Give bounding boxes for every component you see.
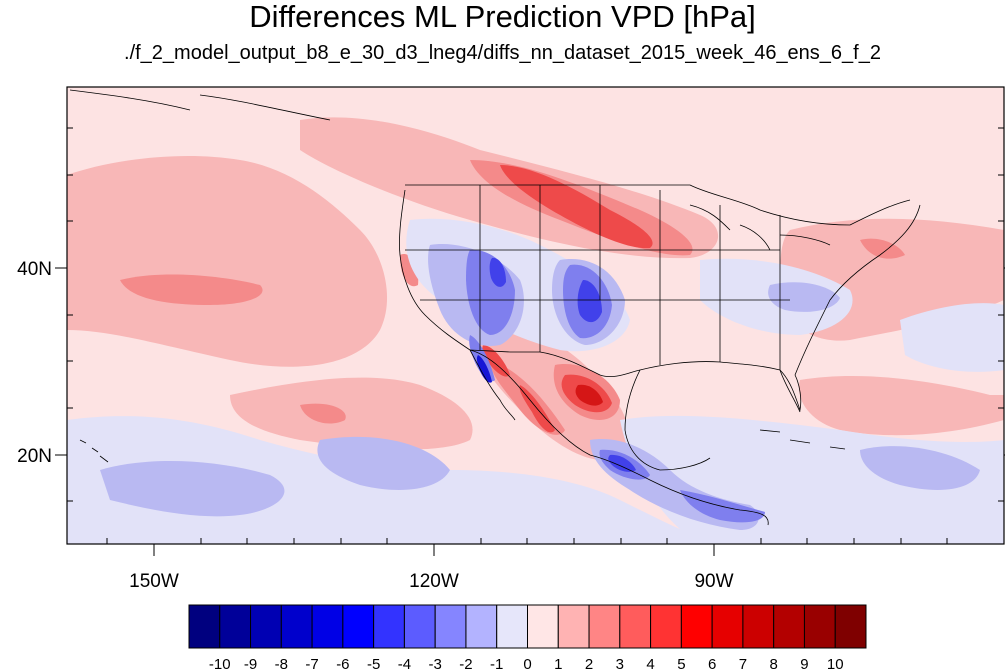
colorbar-box: [773, 604, 805, 649]
map-subtitle: ./f_2_model_output_b8_e_30_d3_lneg4/diff…: [124, 42, 881, 64]
florida: [779, 369, 801, 413]
colorbar-label: -6: [336, 656, 349, 672]
blue-zone-appalachia: [768, 282, 840, 312]
colorbar-box: [342, 604, 375, 649]
colorbar-boxes: [188, 604, 867, 649]
colorbar-box: [311, 604, 344, 649]
colorbar-label: 7: [739, 656, 747, 672]
colorbar-label: 2: [585, 656, 593, 672]
colorbar-label: 10: [827, 656, 844, 672]
mid-red-zone-pacific: [120, 274, 263, 305]
light-red-zone-atlantic: [799, 375, 1004, 436]
colorbar-box: [680, 604, 713, 649]
colorbar-box: [434, 604, 467, 649]
colorbar-label: 5: [677, 656, 685, 672]
light-red-zone-pacific-north: [67, 155, 388, 367]
colorbar-box: [280, 604, 313, 649]
deep-blue-core-new-mexico: [577, 280, 602, 323]
map-plot-area: [67, 87, 1004, 544]
colorbar-label: -7: [305, 656, 318, 672]
colorbar-box: [188, 604, 221, 649]
colorbar-box: [496, 604, 529, 649]
colorbar-label: -10: [209, 656, 231, 672]
strong-blue-zone-mexico-coast: [469, 335, 495, 382]
light-blue-zone-atlantic-east: [900, 303, 1004, 372]
mid-red-zone-northeast: [860, 238, 905, 259]
colorbar-box: [250, 604, 282, 649]
colorbar: -10 -9 -8 -7 -6 -5 -4 -3 -2 -1 0 1 2 3 4 5 6 7 8 9 10: [188, 604, 867, 672]
colorbar-label: 6: [708, 656, 716, 672]
colorbar-box: [219, 604, 252, 649]
coastline-and-borders: [69, 89, 921, 526]
dark-red-core-texas: [575, 384, 603, 406]
colorbar-label: -4: [398, 656, 411, 672]
red-zone-baja: [482, 345, 510, 377]
baja-peninsula: [469, 349, 516, 421]
mid-red-zone-gulf: [300, 403, 346, 424]
colorbar-label: 3: [616, 656, 624, 672]
colorbar-box: [403, 604, 436, 649]
lat-label-20n: 20N: [17, 446, 52, 467]
light-red-zone-pacific-band: [230, 377, 473, 450]
colorbar-box: [803, 604, 836, 649]
lon-label-90w: 90W: [694, 571, 733, 592]
colorbar-label: 8: [770, 656, 778, 672]
map-title: Differences ML Prediction VPD [hPa]: [249, 0, 756, 34]
colorbar-label: 4: [646, 656, 654, 672]
alaska-coast: [69, 89, 331, 121]
us-mexico-border: [469, 349, 641, 378]
colorbar-box: [373, 604, 405, 649]
deep-blue-core-yucatan: [608, 454, 636, 472]
colorbar-label: 1: [554, 656, 562, 672]
colorbar-box: [742, 604, 775, 649]
us-west-coast: [399, 189, 471, 351]
colorbar-label: -9: [244, 656, 257, 672]
us-east-coast: [794, 204, 921, 376]
colorbar-label: -2: [459, 656, 472, 672]
axis-ticks: [55, 127, 1005, 556]
colorbar-label: -3: [429, 656, 442, 672]
deep-blue-core-utah: [489, 257, 506, 287]
colorbar-box: [834, 604, 867, 649]
colorbar-label: -8: [275, 656, 288, 672]
colorbar-label: -5: [367, 656, 380, 672]
caribbean-islands: [759, 429, 846, 450]
colorbar-labels: -10 -9 -8 -7 -6 -5 -4 -3 -2 -1 0 1 2 3 4 5 6 7 8 9 10: [209, 656, 844, 672]
colorbar-box: [588, 604, 621, 649]
blue-zone-pacific-southeast: [317, 436, 450, 490]
mexico-west-coast: [469, 349, 769, 526]
blue-zone-pacific-south: [100, 460, 285, 517]
colorbar-box: [527, 604, 559, 649]
colorbar-box: [650, 604, 682, 649]
us-canada-border: [405, 184, 911, 226]
great-lakes: [689, 204, 831, 251]
red-zone-dakotas: [500, 165, 653, 249]
lon-label-120w: 120W: [409, 571, 459, 592]
colorbar-label: 0: [523, 656, 531, 672]
lat-label-40n: 40N: [17, 259, 52, 280]
hawaii-islands: [79, 439, 109, 463]
colorbar-box: [557, 604, 590, 649]
blue-zone-caribbean-east: [860, 446, 980, 490]
colorbar-box: [619, 604, 652, 649]
colorbar-label: 9: [800, 656, 808, 672]
colorbar-box: [711, 604, 744, 649]
deep-blue-core-baja-coast: [476, 355, 492, 383]
lon-label-150w: 150W: [129, 571, 179, 592]
colorbar-box: [465, 604, 498, 649]
light-red-zone-mexico: [478, 327, 629, 461]
mexico-gulf-coast: [624, 369, 711, 471]
colorbar-label: -1: [490, 656, 503, 672]
